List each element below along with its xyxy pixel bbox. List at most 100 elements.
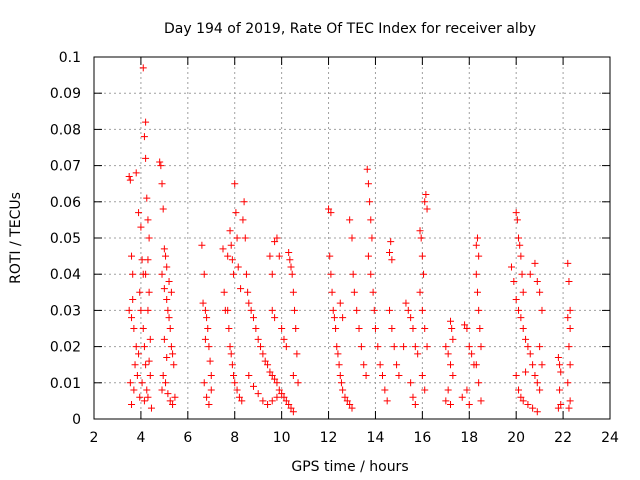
data-point <box>363 165 371 173</box>
data-point <box>388 325 396 332</box>
y-tick-label: 0.07 <box>50 159 81 175</box>
data-point <box>336 299 344 307</box>
axis-ticks: 2 4 6 8 10 12 14 16 18 20 22 2400.010.020.030.040.0… <box>50 50 619 446</box>
data-point <box>522 335 530 343</box>
data-point <box>145 234 153 242</box>
data-point <box>536 343 544 351</box>
data-point <box>138 256 146 264</box>
data-point <box>475 252 483 260</box>
data-point <box>461 321 469 329</box>
data-point <box>157 162 165 170</box>
data-point <box>294 379 302 387</box>
data-point <box>128 314 136 322</box>
data-point <box>128 401 136 409</box>
y-tick-label: 0.01 <box>50 376 81 392</box>
data-point <box>287 404 295 412</box>
data-point <box>557 401 565 409</box>
data-point <box>327 209 335 217</box>
data-point <box>357 343 365 351</box>
data-point <box>205 343 213 351</box>
data-point <box>169 350 177 358</box>
data-point <box>536 386 544 394</box>
data-point <box>135 350 143 358</box>
data-point <box>167 288 175 296</box>
data-point <box>402 299 410 307</box>
data-point <box>556 386 564 394</box>
data-point <box>271 375 279 383</box>
data-point <box>142 154 150 162</box>
data-point <box>512 372 520 380</box>
data-point <box>125 306 133 314</box>
data-point <box>128 252 136 260</box>
data-point <box>383 397 391 405</box>
data-point <box>144 216 152 224</box>
data-point <box>220 288 228 296</box>
data-point <box>329 306 337 314</box>
data-point <box>158 270 166 278</box>
data-point <box>132 343 140 351</box>
data-point <box>418 252 426 260</box>
data-point <box>536 288 544 296</box>
data-point <box>245 372 253 380</box>
data-point <box>201 335 209 343</box>
data-point <box>240 198 248 206</box>
data-point <box>125 172 133 180</box>
data-point <box>147 404 155 412</box>
data-point <box>473 234 481 242</box>
data-point <box>364 180 372 188</box>
data-point <box>291 306 299 314</box>
data-point <box>348 234 356 242</box>
data-point <box>156 158 164 166</box>
data-point <box>418 306 426 314</box>
data-point <box>132 169 140 177</box>
x-axis-label: GPS time / hours <box>291 459 408 475</box>
data-point <box>529 361 537 369</box>
data-point <box>268 306 276 314</box>
data-point <box>374 343 382 351</box>
data-point <box>364 252 372 260</box>
y-tick-label: 0.05 <box>50 231 81 247</box>
data-point <box>287 263 295 271</box>
data-point <box>136 393 144 401</box>
data-point <box>226 227 234 235</box>
data-point <box>162 379 170 387</box>
data-point <box>144 306 152 314</box>
data-point <box>524 401 532 409</box>
data-point <box>198 241 206 249</box>
y-tick-label: 0.09 <box>50 86 81 102</box>
data-point <box>228 361 236 369</box>
data-point <box>566 306 574 314</box>
data-point <box>138 379 146 387</box>
data-point <box>144 256 152 264</box>
data-point <box>259 350 267 358</box>
data-point <box>554 404 562 412</box>
data-point <box>158 386 166 394</box>
data-point <box>219 245 227 253</box>
data-point <box>388 256 396 264</box>
data-point <box>339 386 347 394</box>
data-point <box>143 194 151 202</box>
data-point <box>556 361 564 369</box>
x-tick-label: 24 <box>601 430 619 446</box>
chart-title: Day 194 of 2019, Rate Of TEC Index for r… <box>164 21 536 37</box>
data-point <box>477 397 485 405</box>
data-point <box>449 335 457 343</box>
data-point <box>224 306 232 314</box>
y-tick-label: 0.1 <box>59 50 81 66</box>
data-point <box>463 386 471 394</box>
data-point <box>416 227 424 235</box>
data-point <box>395 372 403 380</box>
data-point <box>233 386 241 394</box>
data-point <box>241 234 249 242</box>
data-point <box>160 335 168 343</box>
data-point <box>381 386 389 394</box>
data-point <box>144 393 152 401</box>
data-point <box>206 357 214 365</box>
data-point <box>346 401 354 409</box>
data-point <box>444 386 452 394</box>
data-point <box>203 393 211 401</box>
data-point <box>142 361 150 369</box>
data-point <box>245 299 253 307</box>
data-point <box>367 270 375 278</box>
